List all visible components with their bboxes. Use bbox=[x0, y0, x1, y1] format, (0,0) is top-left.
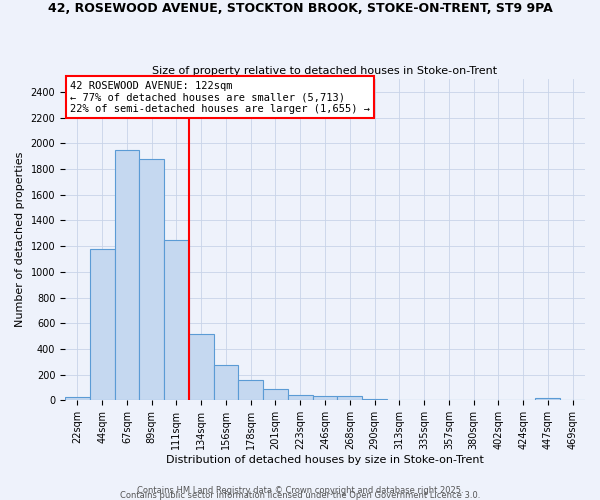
Bar bbox=[90, 250, 115, 400]
Text: Contains HM Land Registry data © Crown copyright and database right 2025.: Contains HM Land Registry data © Crown c… bbox=[137, 486, 463, 495]
Bar bbox=[288, 394, 313, 400]
Title: Size of property relative to detached houses in Stoke-on-Trent: Size of property relative to detached ho… bbox=[152, 66, 497, 76]
Bar bbox=[362, 399, 387, 400]
Text: Contains public sector information licensed under the Open Government Licence 3.: Contains public sector information licen… bbox=[120, 490, 480, 500]
Bar bbox=[115, 150, 139, 400]
Text: 42, ROSEWOOD AVENUE, STOCKTON BROOK, STOKE-ON-TRENT, ST9 9PA: 42, ROSEWOOD AVENUE, STOCKTON BROOK, STO… bbox=[47, 2, 553, 16]
Bar bbox=[263, 389, 288, 400]
Bar bbox=[535, 398, 560, 400]
Bar bbox=[337, 396, 362, 400]
Bar bbox=[164, 240, 189, 400]
Bar bbox=[313, 396, 337, 400]
Text: 42 ROSEWOOD AVENUE: 122sqm
← 77% of detached houses are smaller (5,713)
22% of s: 42 ROSEWOOD AVENUE: 122sqm ← 77% of deta… bbox=[70, 80, 370, 114]
Y-axis label: Number of detached properties: Number of detached properties bbox=[15, 152, 25, 328]
Bar bbox=[214, 365, 238, 400]
Bar bbox=[139, 160, 164, 400]
Bar bbox=[238, 380, 263, 400]
Bar bbox=[65, 397, 90, 400]
Bar bbox=[189, 334, 214, 400]
X-axis label: Distribution of detached houses by size in Stoke-on-Trent: Distribution of detached houses by size … bbox=[166, 455, 484, 465]
